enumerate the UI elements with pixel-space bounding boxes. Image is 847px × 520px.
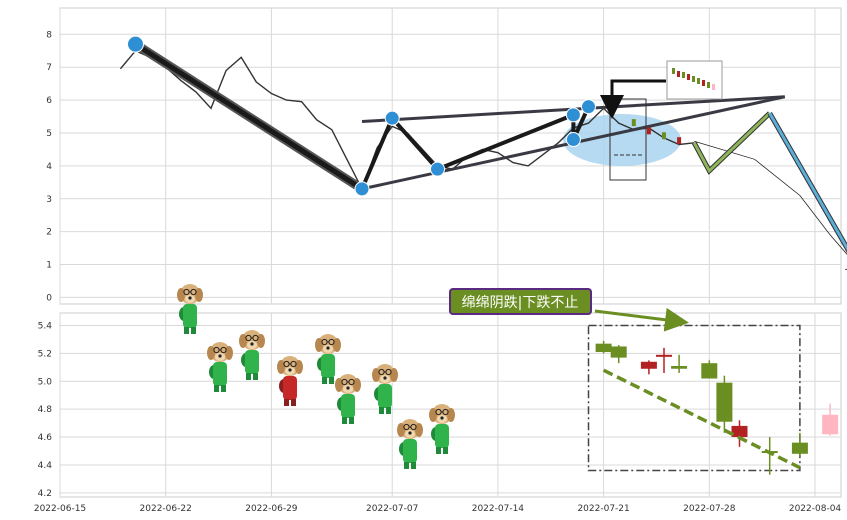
top-y-tick-label: 8 — [46, 30, 52, 40]
top-y-tick-label: 4 — [46, 162, 52, 172]
candle-body — [791, 442, 808, 454]
pivot-point — [565, 107, 581, 123]
top-y-tick-label: 3 — [46, 195, 52, 205]
candle-body — [656, 354, 672, 357]
bottom-y-tick-label: 5.0 — [38, 377, 53, 387]
projection-down-outline — [767, 111, 847, 253]
mini-candle — [677, 137, 682, 145]
downtrend-line — [133, 41, 365, 192]
mini-candle — [662, 132, 666, 140]
cartoon-dog-icon — [371, 363, 399, 415]
pivot-point — [581, 99, 596, 115]
zoom-box — [609, 98, 647, 181]
bottom-y-tick-label: 5.2 — [38, 349, 52, 359]
candle-body — [731, 425, 748, 438]
cartoon-dog-icon — [238, 329, 266, 381]
top-y-tick-label: 1 — [46, 261, 52, 271]
cartoon-dog-icon — [428, 403, 456, 455]
candle-body — [595, 343, 612, 353]
bottom-y-tick-label: 5.4 — [38, 322, 53, 332]
x-tick-label: 2022-06-29 — [245, 504, 298, 514]
top-y-tick-label: 5 — [46, 129, 52, 139]
x-tick-label: 2022-06-22 — [140, 504, 192, 514]
candle-body — [610, 346, 627, 358]
candle-body — [701, 363, 718, 379]
cartoon-dog-icon — [206, 341, 234, 393]
x-tick-label: 2022-06-15 — [34, 504, 86, 514]
projection-down — [768, 112, 847, 251]
cartoon-dog-icon — [396, 418, 424, 470]
mini-candle — [646, 127, 651, 135]
top-y-axis: 0 1 2 3 4 5 6 7 8 — [46, 30, 52, 303]
pivot-point — [565, 132, 581, 148]
bottom-panel-grid — [59, 313, 841, 497]
projection-curve — [694, 140, 847, 255]
bottom-y-tick-label: 4.8 — [38, 405, 53, 415]
candle-body — [716, 382, 733, 422]
x-tick-label: 2022-07-28 — [683, 504, 736, 514]
bottom-panel-marks — [587, 324, 839, 475]
x-tick-label: 2022-07-21 — [577, 504, 629, 514]
projection-up — [692, 112, 771, 174]
pointer-arrow — [600, 79, 666, 119]
mini-candle — [631, 119, 636, 127]
x-tick-label: 2022-08-04 — [789, 504, 842, 514]
annotation-text: 绵绵阴跌|下跌不止 — [462, 294, 579, 311]
pivot-point — [354, 181, 370, 197]
pivot-point — [430, 161, 445, 177]
top-y-tick-label: 7 — [46, 63, 52, 73]
annotation-label: 绵绵阴跌|下跌不止 — [449, 288, 592, 315]
candle-body — [671, 365, 688, 369]
candle-body — [822, 414, 839, 435]
bottom-y-axis: 4.2 4.4 4.6 4.8 5.0 5.2 5.4 — [38, 322, 53, 499]
cartoon-dog-icon — [176, 283, 204, 335]
top-y-tick-label: 2 — [46, 228, 52, 238]
candle-body — [640, 361, 657, 369]
top-y-tick-label: 0 — [46, 293, 52, 303]
cartoon-dog-group — [176, 283, 456, 470]
x-axis: 2022-06-15 2022-06-22 2022-06-29 2022-07-07… — [34, 504, 842, 514]
consolidation-box — [587, 324, 801, 472]
cartoon-dog-icon — [334, 373, 362, 425]
top-y-tick-label: 6 — [46, 96, 52, 106]
downtrend-dashed-line — [602, 368, 801, 470]
bottom-y-tick-label: 4.2 — [38, 489, 52, 499]
pivot-point — [384, 110, 400, 126]
bottom-y-tick-label: 4.4 — [38, 461, 53, 471]
bottom-y-tick-label: 4.6 — [38, 433, 53, 443]
annotation-box — [449, 288, 592, 315]
x-tick-label: 2022-07-14 — [472, 504, 525, 514]
annotation-arrow — [594, 307, 689, 332]
x-tick-label: 2022-07-07 — [366, 504, 418, 514]
top-panel-marks — [119, 35, 847, 270]
thumbnail-candles — [672, 68, 715, 90]
cartoon-dog-icon — [314, 333, 342, 385]
pivot-point — [127, 35, 144, 53]
